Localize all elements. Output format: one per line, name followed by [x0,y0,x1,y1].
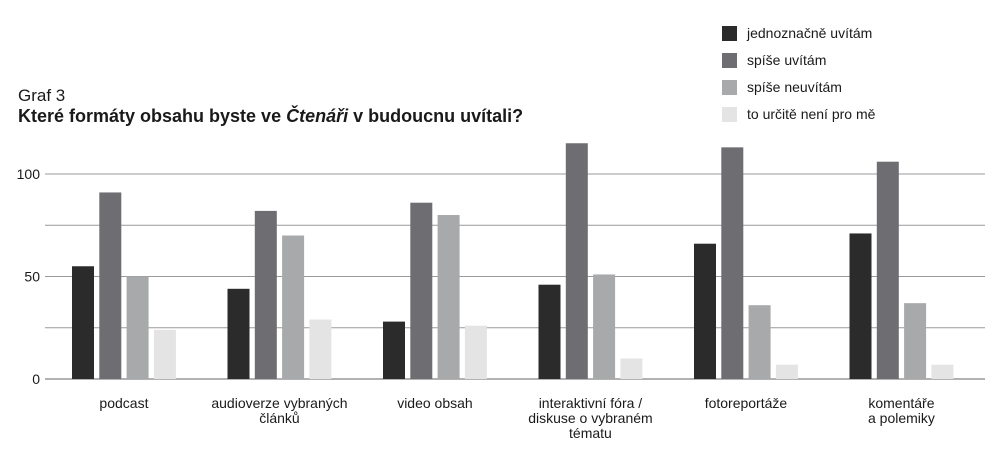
x-tick-label: tématu [569,425,612,441]
bar [538,284,561,379]
y-tick-label: 100 [17,166,41,182]
x-tick-label: fotoreportáže [705,395,788,411]
bar [748,305,771,379]
bar [565,143,588,379]
legend-swatch [722,25,737,41]
y-tick-label: 50 [24,269,40,285]
bar [931,364,954,379]
legend-label: to určitě není pro mě [747,106,876,122]
legend-item: to určitě není pro mě [722,101,875,127]
x-tick-label: článků [259,410,299,426]
chart-title: Které formáty obsahu byste ve Čtenáři v … [18,106,523,127]
bar [410,202,433,379]
bar [309,319,332,379]
bar [876,161,899,379]
legend-item: spíše neuvítám [722,74,875,100]
bar [383,321,405,379]
legend-label: spíše neuvítám [747,79,842,95]
bar [282,235,305,379]
chart-number-label: Graf 3 [18,86,66,105]
legend-swatch [722,52,737,68]
bar [72,266,94,379]
x-tick-label: komentáře [868,395,934,411]
x-tick-label: diskuse o vybraném [528,410,653,426]
legend-swatch [722,79,737,95]
bar [254,210,277,379]
legend-swatch [722,106,737,122]
x-tick-label: video obsah [397,395,473,411]
legend-item: jednoznačně uvítám [722,20,875,46]
bar [593,274,616,379]
y-tick-label: 0 [32,371,40,387]
bar [437,215,460,379]
bar [904,303,927,379]
legend-label: spíše uvítám [747,52,827,68]
bar [153,329,176,379]
chart-title-part-1: Které formáty obsahu byste ve [18,106,287,126]
x-tick-label: interaktivní fóra / [539,395,643,411]
bar [99,192,122,379]
x-tick-label: audioverze vybraných [211,395,347,411]
legend-item: spíše uvítám [722,47,875,73]
legend-label: jednoznačně uvítám [747,25,873,41]
chart-legend: jednoznačně uvítám spíše uvítám spíše ne… [722,20,875,128]
bar [464,325,487,379]
bar [694,243,716,379]
x-tick-label: a polemiky [868,410,935,426]
bar [227,288,250,379]
chart-title-part-2: v budoucnu uvítali? [348,106,524,126]
bar [126,276,149,379]
bar [721,147,744,379]
x-tick-label: podcast [99,395,148,411]
chart-title-italic: Čtenáři [286,106,349,126]
bar [620,358,643,379]
bar [849,233,872,379]
bar [775,364,798,379]
